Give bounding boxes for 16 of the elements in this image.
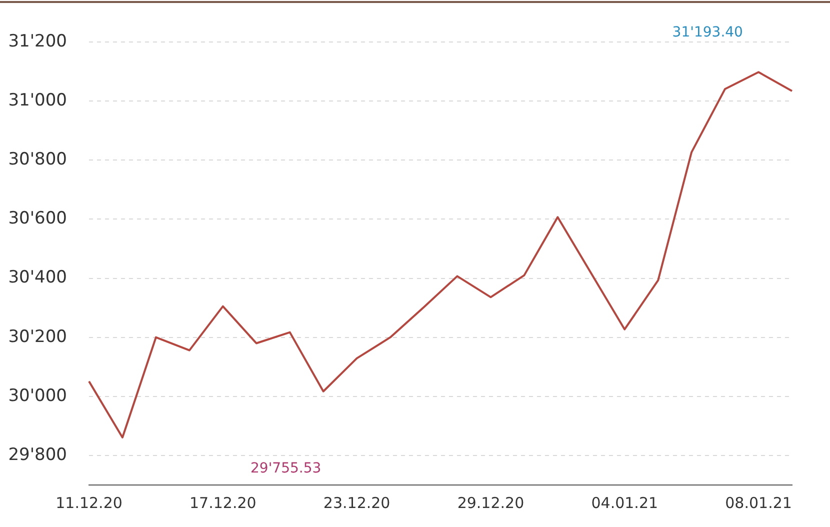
y-tick-label: 30'000 [8, 386, 67, 406]
y-tick-label: 30'200 [8, 326, 67, 347]
x-tick-label: 23.12.20 [323, 494, 390, 512]
x-tick-label: 08.01.21 [725, 494, 792, 512]
y-tick-label: 30'400 [8, 268, 67, 288]
y-tick-label: 31'000 [8, 90, 67, 110]
y-tick-label: 31'200 [8, 31, 67, 52]
annotation: 29'755.53 [250, 460, 322, 477]
y-tick-label: 30'800 [8, 150, 67, 170]
x-tick-label: 11.12.20 [56, 494, 122, 512]
y-tick-label: 30'600 [8, 208, 67, 229]
text: 31'193.40 [672, 24, 743, 41]
x-tick-label: 29.12.20 [457, 494, 524, 512]
x-tick-label: 17.12.20 [190, 494, 256, 512]
y-tick-label: 29'800 [8, 444, 67, 465]
x-tick-label: 04.01.21 [591, 494, 658, 512]
